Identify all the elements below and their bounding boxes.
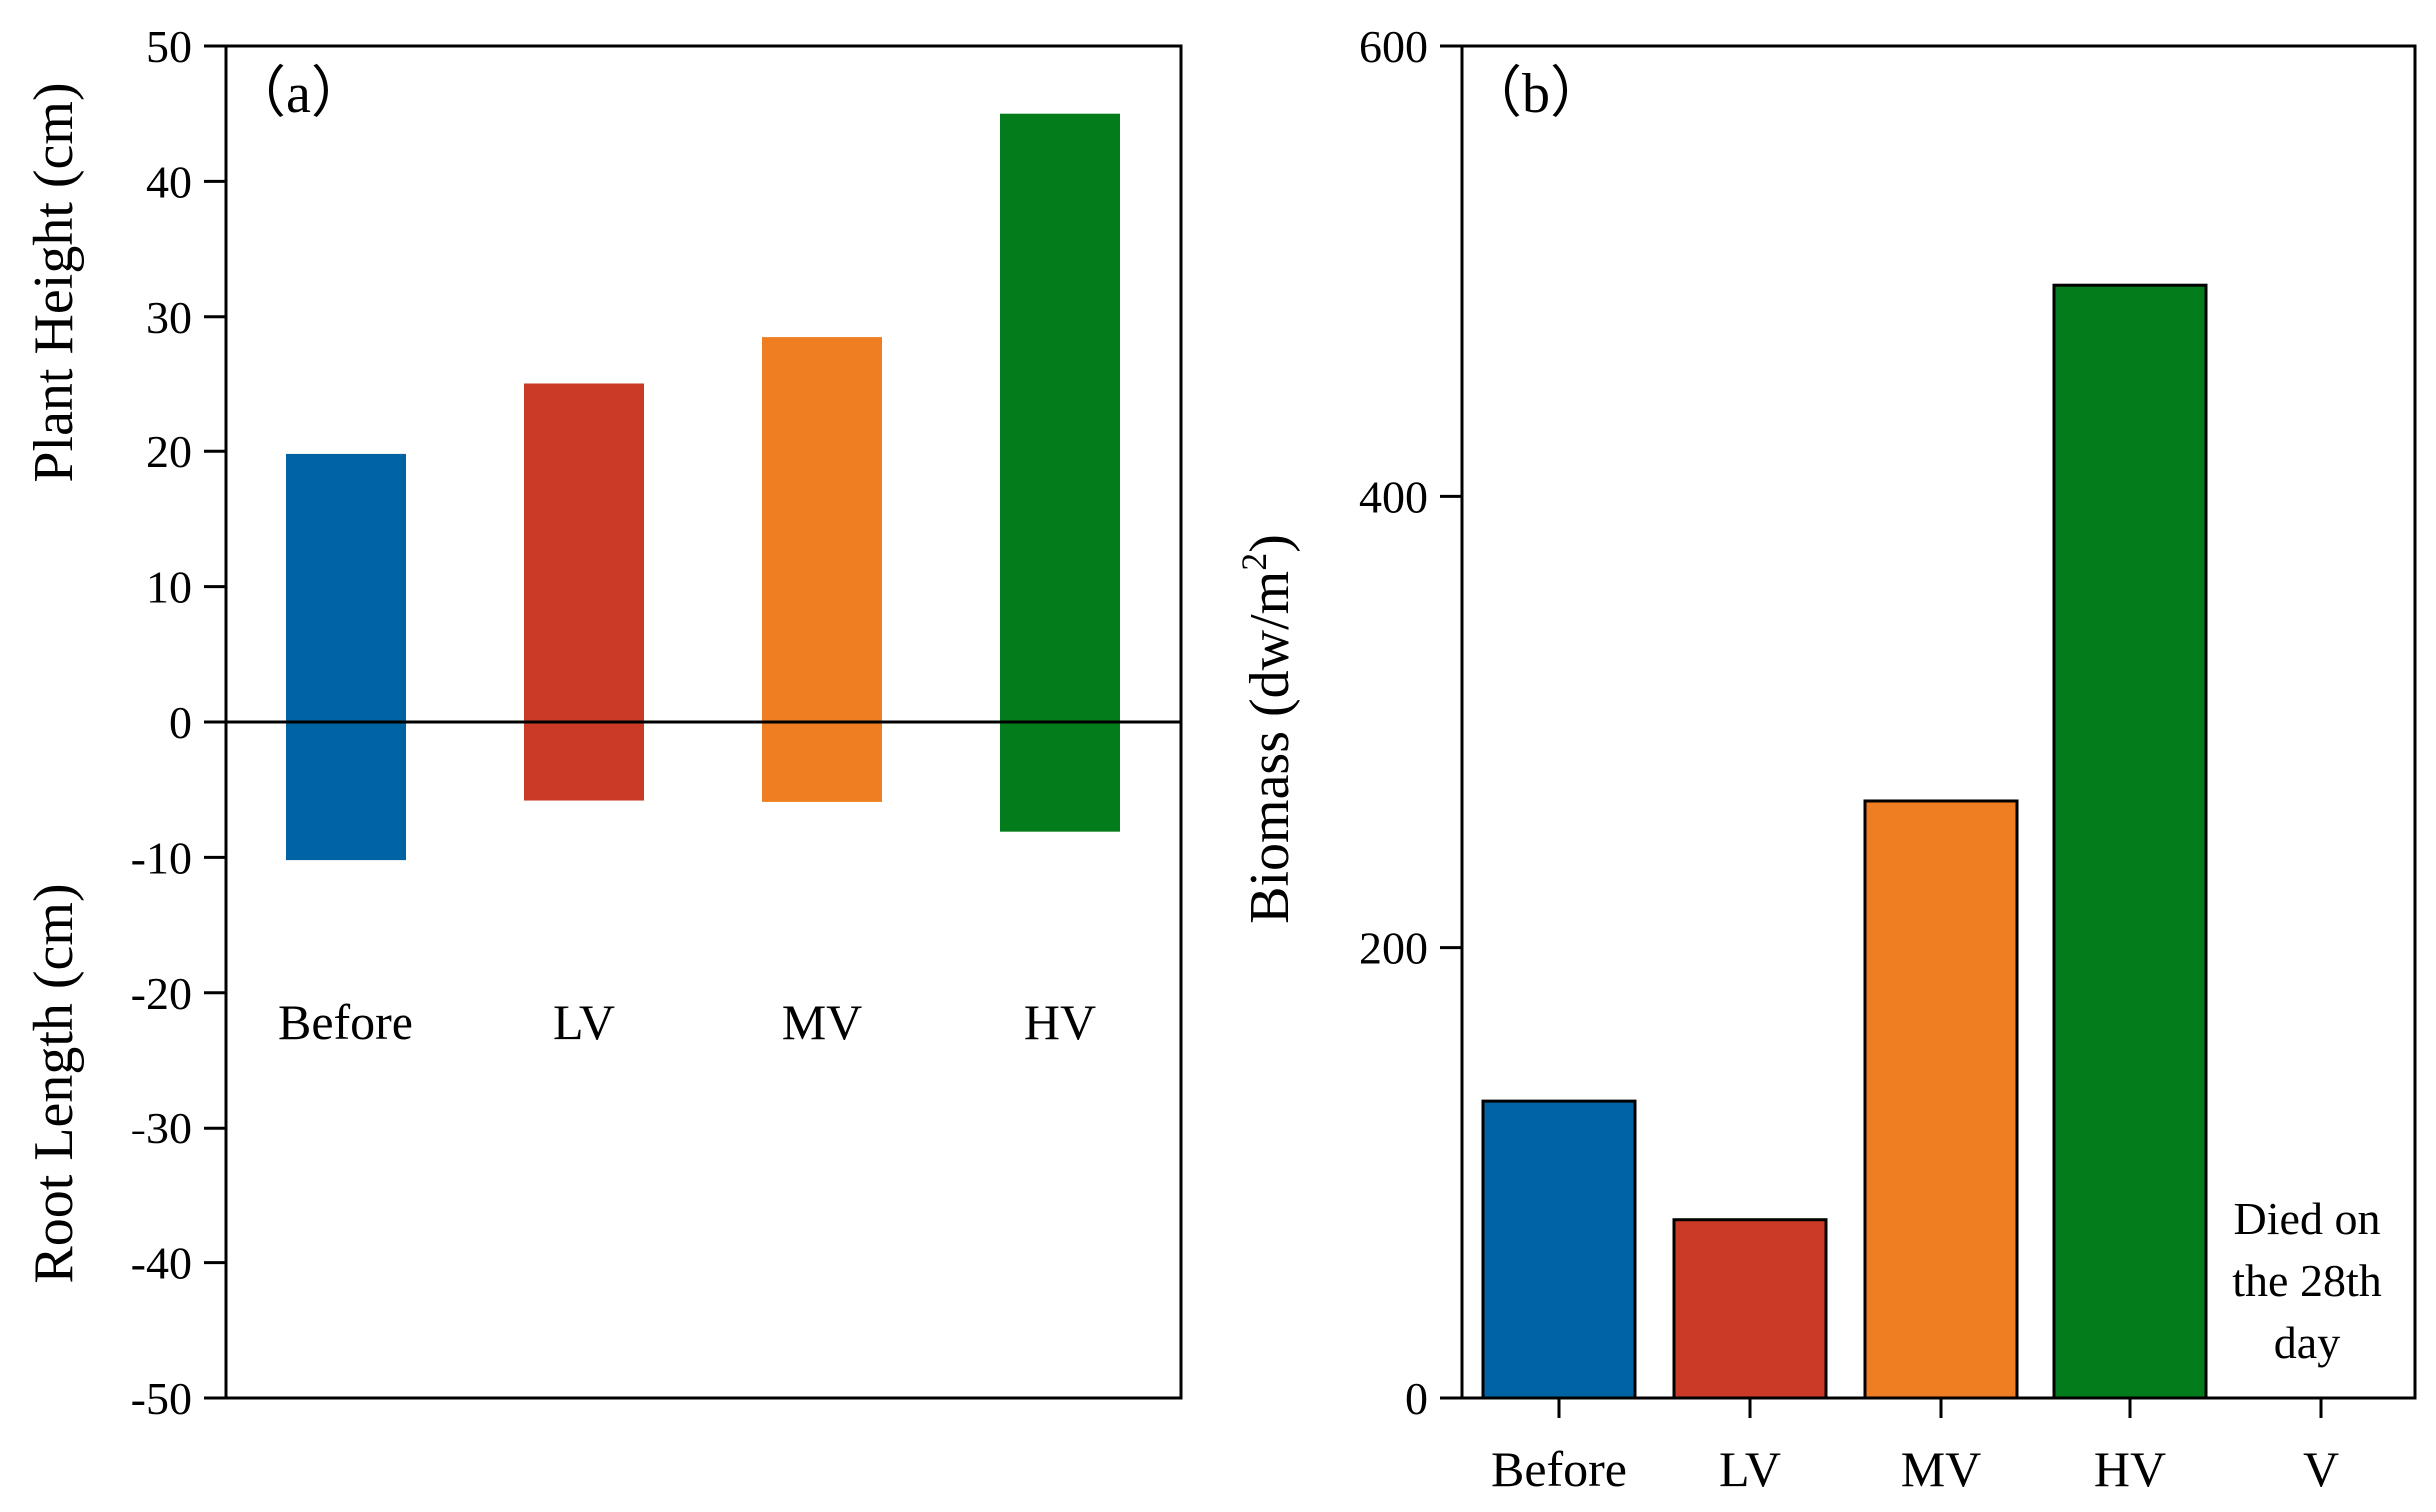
bar-root-length-mv [762, 722, 882, 802]
panel-a-categories: Before LV MV HV [278, 994, 1096, 1050]
panel-b-tick-label: 0 [1405, 1373, 1428, 1424]
panel-b-tick-label: 600 [1359, 21, 1428, 72]
bar-root-length-before [286, 722, 406, 861]
panel-a-category-label: Before [278, 994, 413, 1050]
panel-b-annotation-line: the 28th [2232, 1255, 2381, 1306]
bar-root-length-hv [1000, 722, 1120, 832]
panel-a-tick-label: -20 [131, 968, 192, 1019]
panel-b-annotation-line: Died on [2234, 1193, 2381, 1244]
panel-b-annotation-line: day [2274, 1317, 2340, 1368]
panel-b-tick-label: 200 [1359, 923, 1428, 974]
bar-plant-height-hv [1000, 113, 1120, 722]
panel-a-tick-label: -10 [131, 832, 192, 883]
bar-biomass-before [1481, 1099, 1637, 1400]
panel-a-tick-label: -40 [131, 1238, 192, 1289]
panel-b-category-label: HV [2094, 1441, 2166, 1497]
panel-b-y-ticks: 600 400 200 0 [1359, 21, 1462, 1424]
panel-a-ylabel-bottom: Root Length (cm) [23, 883, 85, 1283]
panel-a-label: （a） [230, 63, 367, 125]
panel-b-label: （b） [1466, 63, 1606, 125]
panel-b-annotation: Died on the 28th day [2232, 1193, 2381, 1368]
panel-b-category-label: LV [1719, 1441, 1781, 1497]
bar-plant-height-before [286, 453, 406, 722]
bar-biomass-hv [2052, 283, 2208, 1400]
bar-root-length-lv [524, 722, 644, 801]
panel-b: 600 400 200 0 Before LV MV HV V （b） Biomass (dw… [1234, 21, 2417, 1497]
panel-a-category-label: LV [553, 994, 615, 1050]
panel-a-tick-label: 30 [146, 292, 192, 343]
panel-a-tick-label: 50 [146, 21, 192, 72]
panel-b-ylabel-close: ) [1239, 534, 1301, 553]
panel-a-category-label: MV [782, 994, 863, 1050]
panel-a-tick-label: 40 [146, 156, 192, 207]
bar-biomass-lv [1672, 1218, 1828, 1400]
panel-b-ylabel: Biomass (dw/m2) [1234, 534, 1301, 924]
panel-b-category-label: V [2303, 1441, 2339, 1497]
panel-b-category-label: Before [1491, 1441, 1627, 1497]
panel-b-categories: Before LV MV HV V [1491, 1398, 2339, 1497]
panel-b-category-label: MV [1901, 1441, 1982, 1497]
panel-a-bars [286, 113, 1120, 861]
panel-a-tick-label: 20 [146, 426, 192, 477]
panel-a-category-label: HV [1024, 994, 1096, 1050]
panel-b-tick-label: 400 [1359, 471, 1428, 522]
panel-a-tick-label: 10 [146, 562, 192, 613]
panel-a-tick-label: -30 [131, 1103, 192, 1153]
bar-plant-height-mv [762, 337, 882, 722]
panel-b-ylabel-main: Biomass (dw/m [1239, 571, 1301, 924]
panel-b-bars [1481, 283, 2208, 1400]
panel-a-ylabel-top: Plant Height (cm) [23, 82, 85, 482]
bar-plant-height-lv [524, 383, 644, 722]
panel-a-y-ticks: 50 40 30 20 10 0 -10 -20 -30 -40 -50 [131, 21, 226, 1424]
panel-b-ylabel-sup: 2 [1234, 553, 1274, 571]
panel-a-tick-label: 0 [169, 697, 192, 748]
panel-a-tick-label: -50 [131, 1373, 192, 1424]
bar-biomass-mv [1863, 799, 2019, 1400]
